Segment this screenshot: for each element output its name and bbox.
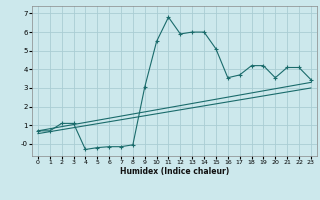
X-axis label: Humidex (Indice chaleur): Humidex (Indice chaleur) (120, 167, 229, 176)
